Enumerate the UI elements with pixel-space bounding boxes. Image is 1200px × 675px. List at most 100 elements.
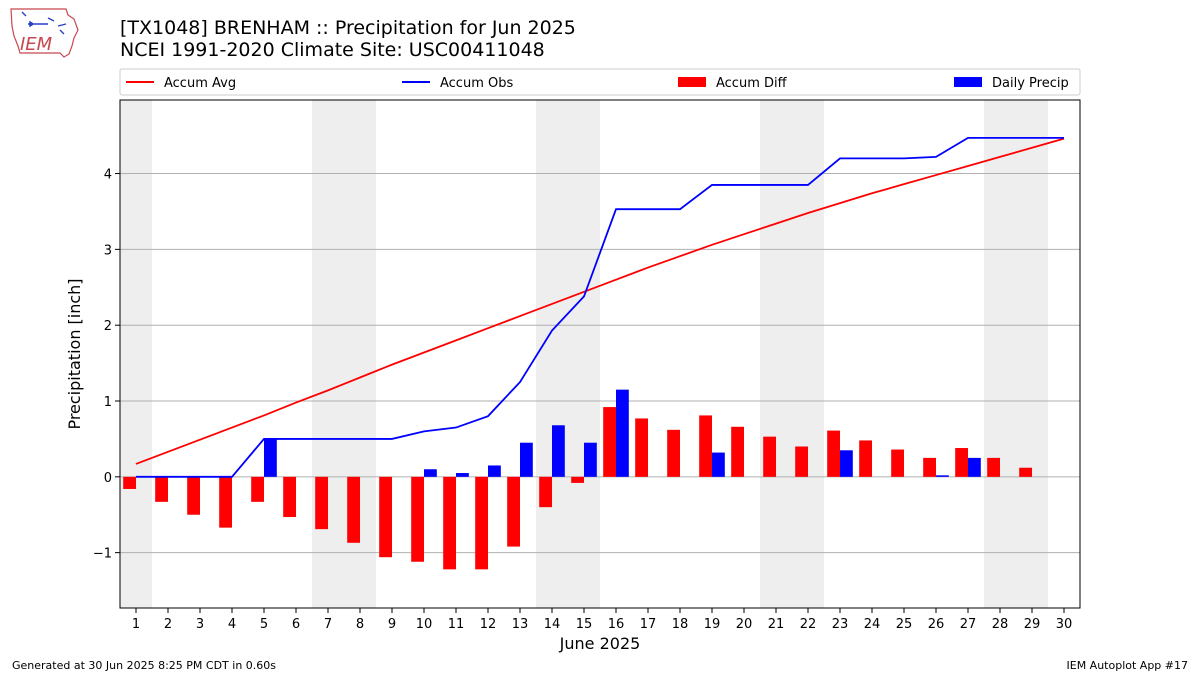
daily-precip-bar <box>520 442 533 477</box>
x-tick-label: 3 <box>196 617 204 632</box>
weekend-shading <box>120 100 1048 608</box>
accum-diff-bar <box>859 440 872 477</box>
chart-title: [TX1048] BRENHAM :: Precipitation for Ju… <box>120 17 576 39</box>
accum-diff-bar <box>699 415 712 477</box>
accum-diff-bar <box>603 407 616 477</box>
x-tick-label: 25 <box>896 617 913 632</box>
daily-precip-bar <box>936 475 949 477</box>
x-tick-label: 14 <box>544 617 561 632</box>
weekend-shade <box>536 100 600 608</box>
x-axis-label: June 2025 <box>559 634 641 653</box>
x-tick-label: 20 <box>736 617 753 632</box>
legend-items: Accum Avg Accum Obs Accum Diff Daily Precip <box>126 76 1069 91</box>
accum-diff-bar <box>1019 467 1032 477</box>
daily-precip-bar <box>840 450 853 477</box>
weekend-shade <box>760 100 824 608</box>
legend-swatch-bar <box>954 77 982 87</box>
accum-diff-bar <box>635 418 648 477</box>
accum-diff-bar <box>923 457 936 477</box>
x-tick-label: 23 <box>832 617 849 632</box>
daily-precip-bar <box>584 442 597 477</box>
weekend-shade <box>312 100 376 608</box>
accum-diff-bar <box>571 476 584 483</box>
footer-generated: Generated at 30 Jun 2025 8:25 PM CDT in … <box>12 659 277 672</box>
chart-subtitle: NCEI 1991-2020 Climate Site: USC00411048 <box>120 39 545 61</box>
accum-diff-bar <box>219 476 232 528</box>
legend-label: Daily Precip <box>992 76 1069 91</box>
accum-obs-line <box>136 137 1064 478</box>
accum-diff-bar <box>891 449 904 477</box>
x-tick-label: 15 <box>576 617 593 632</box>
legend-label: Accum Obs <box>440 76 513 91</box>
legend-swatch-bar <box>678 77 706 87</box>
accum-diff-bar <box>283 476 296 518</box>
daily-precip-bar <box>552 425 565 477</box>
accum-diff-bar <box>379 476 392 558</box>
x-tick-label: 22 <box>800 617 817 632</box>
x-tick-label: 2 <box>164 617 172 632</box>
x-tick-label: 4 <box>228 617 236 632</box>
x-tick-label: 1 <box>132 617 140 632</box>
x-tick-label: 5 <box>260 617 268 632</box>
y-tick-label: 0 <box>104 471 112 486</box>
legend-label: Accum Diff <box>716 76 788 91</box>
x-tick-label: 18 <box>672 617 689 632</box>
footer-app: IEM Autoplot App #17 <box>1066 659 1189 672</box>
accum-diff-bar <box>731 426 744 477</box>
x-tick-label: 29 <box>1024 617 1041 632</box>
legend-label: Accum Avg <box>164 76 236 91</box>
logo-dot <box>29 22 33 26</box>
accum-diff-bar <box>795 446 808 477</box>
weekend-shade <box>120 100 152 608</box>
legend: Accum Avg Accum Obs Accum Diff Daily Precip <box>119 68 1081 96</box>
accum-diff-bar <box>155 476 168 502</box>
x-tick-label: 10 <box>416 617 433 632</box>
legend-box <box>119 68 1081 96</box>
accum-diff-bar <box>667 429 680 477</box>
y-tick-label: 2 <box>104 319 112 334</box>
accum-diff-bar <box>539 476 552 508</box>
accum-diff-bar <box>123 476 136 489</box>
accum-diff-bar <box>955 448 968 477</box>
daily-precip-bar <box>456 473 469 477</box>
accum-diff-bar <box>827 430 840 477</box>
accum-avg-line <box>135 137 1065 465</box>
y-tick-label: 4 <box>104 168 112 183</box>
accum-diff-bar <box>251 476 264 502</box>
iem-logo: IEM <box>10 8 79 58</box>
daily-precip-bar <box>264 438 277 477</box>
accum-diff-bar <box>187 476 200 515</box>
x-tick-label: 28 <box>992 617 1009 632</box>
accum-diff-bar <box>763 436 776 477</box>
daily-precip-bar <box>424 469 437 477</box>
daily-precip-bar <box>488 465 501 477</box>
x-tick-label: 8 <box>356 617 364 632</box>
x-tick-label: 19 <box>704 617 721 632</box>
x-tick-label: 30 <box>1056 617 1073 632</box>
logo-text: IEM <box>20 34 53 55</box>
accum-diff-bar <box>987 457 1000 477</box>
x-tick-label: 11 <box>448 617 465 632</box>
gridlines <box>120 173 1080 554</box>
y-tick-label: 3 <box>104 243 112 258</box>
x-tick-label: 9 <box>388 617 396 632</box>
bars <box>123 389 1032 570</box>
y-axis-label: Precipitation [inch] <box>65 278 84 429</box>
accum-diff-bar <box>315 476 328 530</box>
accum-diff-bar <box>475 476 488 570</box>
daily-precip-bar <box>712 452 725 477</box>
accum-lines <box>135 137 1065 478</box>
weekend-shade <box>984 100 1048 608</box>
x-tick-label: 16 <box>608 617 625 632</box>
x-tick-label: 13 <box>512 617 529 632</box>
x-tick-label: 12 <box>480 617 497 632</box>
daily-precip-bar <box>968 457 981 477</box>
x-tick-label: 27 <box>960 617 977 632</box>
x-tick-label: 26 <box>928 617 945 632</box>
x-tick-label: 24 <box>864 617 881 632</box>
accum-diff-bar <box>411 476 424 562</box>
logo-state-outline <box>10 8 79 58</box>
y-tick-label: −1 <box>93 547 112 562</box>
x-tick-label: 6 <box>292 617 300 632</box>
